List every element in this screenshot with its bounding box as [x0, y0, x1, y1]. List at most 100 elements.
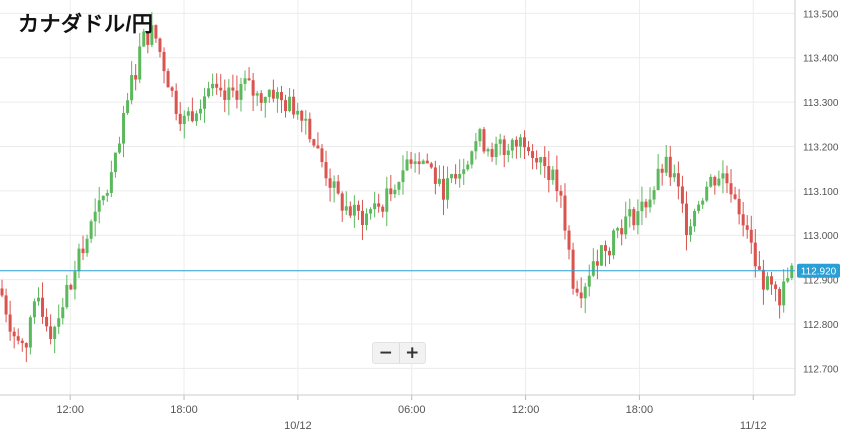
candle-body — [198, 108, 202, 114]
candle-body — [559, 191, 563, 196]
candle-body — [292, 96, 296, 115]
candle-body — [450, 174, 454, 179]
candle-body — [527, 147, 531, 152]
candle-body — [486, 149, 490, 152]
candle-body — [401, 170, 405, 183]
candle-body — [425, 160, 429, 164]
zoom-in-button[interactable]: + — [398, 343, 426, 363]
candle-body — [563, 195, 567, 231]
candle-body — [571, 249, 575, 289]
x-tick-label: 18:00 — [626, 404, 654, 416]
candle-body — [174, 90, 178, 114]
candle-body — [786, 278, 790, 282]
candle-body — [170, 87, 174, 91]
candle-body — [77, 248, 81, 272]
x-tick-label: 11/12 — [740, 420, 767, 432]
candle-body — [417, 161, 421, 165]
zoom-out-button[interactable]: − — [378, 342, 393, 363]
candle-body — [676, 173, 680, 187]
candle-body — [579, 292, 583, 299]
candle-body — [304, 118, 308, 121]
zoom-control: − + — [372, 342, 426, 364]
candle-body — [312, 139, 316, 146]
candle-body — [49, 326, 53, 339]
candle-body — [8, 314, 12, 332]
candle-body — [300, 110, 304, 121]
candle-body — [482, 129, 486, 152]
candle-body — [328, 178, 332, 188]
candle-body — [20, 340, 24, 344]
candle-body — [672, 173, 676, 178]
candle-body — [737, 198, 741, 215]
candle-body — [506, 150, 510, 156]
candle-body — [255, 93, 259, 96]
candle-body — [421, 160, 425, 165]
candle-body — [725, 173, 729, 184]
candle-body — [251, 80, 255, 96]
candle-body — [101, 195, 105, 201]
candle-body — [57, 318, 61, 327]
candle-body — [53, 326, 57, 339]
candle-body — [219, 87, 223, 91]
candle-body — [166, 71, 170, 88]
candle-body — [4, 295, 8, 315]
candle-body — [288, 96, 292, 112]
candle-body — [644, 201, 648, 208]
candle-body — [352, 204, 356, 216]
candle-body — [729, 183, 733, 195]
candle-body — [130, 75, 134, 101]
candle-body — [640, 201, 644, 212]
candle-body — [494, 143, 498, 157]
candle-body — [498, 139, 502, 144]
candle-body — [636, 211, 640, 226]
candle-body — [369, 209, 373, 214]
candle-body — [753, 242, 757, 267]
candle-body — [16, 336, 20, 341]
candle-body — [203, 96, 207, 109]
x-tick-label: 10/12 — [284, 420, 312, 432]
candle-body — [332, 181, 336, 188]
candle-body — [441, 178, 445, 200]
candle-body — [267, 89, 271, 97]
candle-body — [510, 139, 514, 151]
y-tick-label: 113.400 — [803, 54, 839, 65]
candle-body — [446, 178, 450, 200]
candle-body — [709, 176, 713, 187]
candle-body — [348, 206, 352, 216]
candle-body — [757, 266, 761, 270]
candle-body — [531, 151, 535, 159]
candle-body — [664, 156, 668, 173]
candle-body — [296, 110, 300, 115]
candle-body — [138, 46, 142, 80]
candle-body — [490, 149, 494, 157]
candle-body — [620, 228, 624, 235]
candle-body — [547, 166, 551, 181]
candle-body — [458, 173, 462, 179]
candle-body — [405, 159, 409, 171]
candle-body — [142, 31, 146, 47]
candle-body — [429, 163, 433, 168]
candle-body — [73, 271, 77, 290]
candle-body — [522, 137, 526, 148]
candle-body — [591, 261, 595, 276]
candle-body — [45, 316, 49, 327]
candle-body — [320, 148, 324, 163]
candle-body — [61, 307, 65, 319]
candle-body — [247, 78, 251, 81]
candle-body — [454, 174, 458, 179]
candle-body — [69, 284, 73, 290]
x-tick-label: 06:00 — [398, 404, 426, 416]
candle-body — [12, 331, 16, 337]
candle-body — [182, 115, 186, 125]
candle-body — [689, 226, 693, 236]
candle-body — [243, 78, 247, 84]
candle-body — [624, 216, 628, 235]
candle-body — [535, 158, 539, 163]
x-tick-label: 18:00 — [170, 404, 198, 416]
x-tick-label: 12:00 — [512, 404, 540, 416]
current-price-tag — [797, 263, 840, 278]
candle-body — [194, 113, 198, 122]
candle-body — [154, 25, 158, 39]
candle-body — [668, 156, 672, 178]
